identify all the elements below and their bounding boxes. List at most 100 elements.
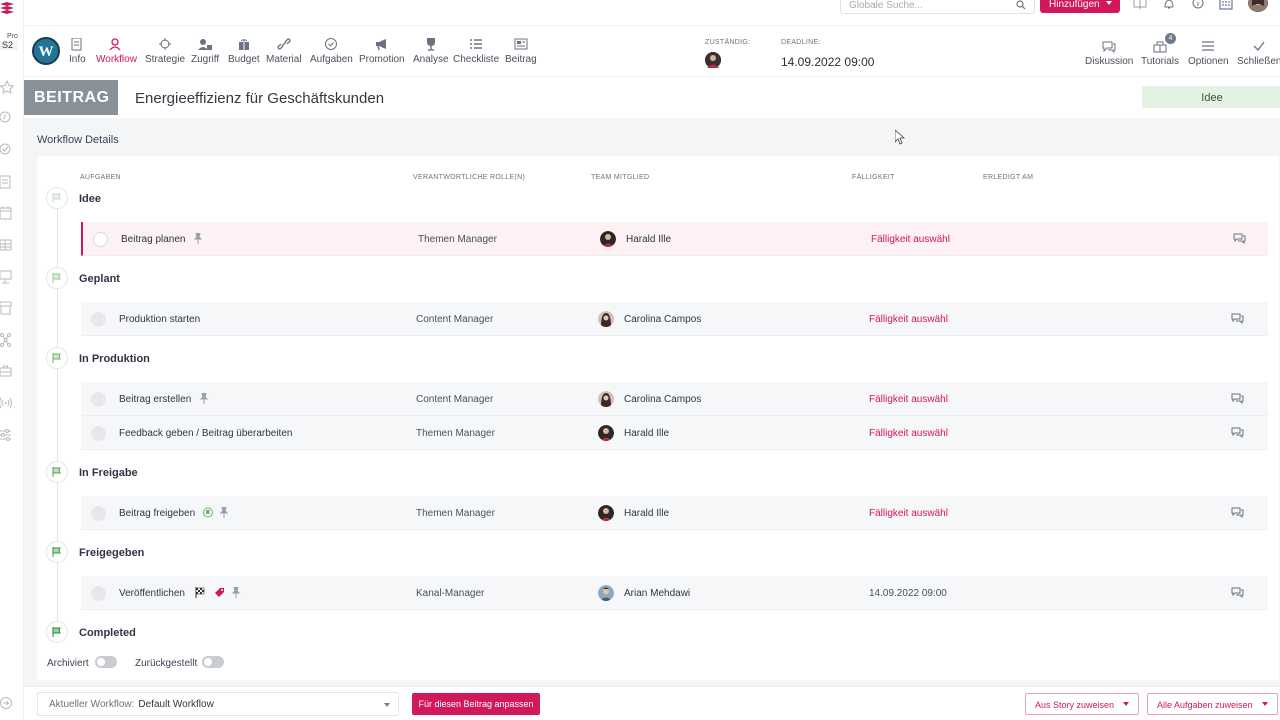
check-circle-icon[interactable] [0,142,14,156]
table-row[interactable]: Beitrag erstellen Content Manager Caroli… [81,382,1268,416]
table-icon[interactable] [0,238,14,252]
member-avatar[interactable] [600,231,616,247]
task-due-picker[interactable]: Fälligkeit auswähl [869,508,948,519]
tab-info-label: Info [69,54,86,65]
task-checkbox[interactable] [91,506,106,521]
page-title[interactable]: Energieeffizienz für Geschäftskunden [135,90,385,107]
network-icon[interactable] [0,333,14,347]
archived-toggle[interactable] [95,656,117,668]
building-icon[interactable] [1219,0,1233,10]
tab-material-label: Material [266,54,302,65]
assign-all-tasks-button[interactable]: Alle Aufgaben zuweisen [1147,693,1278,715]
book-icon[interactable] [1133,0,1147,10]
tab-aufgaben-label: Aufgaben [310,54,353,65]
task-due-picker[interactable]: Fälligkeit auswähl [869,394,948,405]
info-icon[interactable] [1191,0,1205,10]
tab-info[interactable]: Info [69,38,86,65]
sliders-icon[interactable] [0,428,14,442]
pin-icon[interactable] [193,233,203,244]
deadline-value[interactable]: 14.09.2022 09:00 [781,55,875,69]
pin-icon[interactable] [219,507,229,518]
task-checkbox[interactable] [91,426,106,441]
document-icon[interactable] [0,175,14,189]
flag-icon [52,547,61,557]
tab-budget[interactable]: Budget [228,38,260,65]
table-row[interactable]: Feedback geben / Beitrag überarbeiten Th… [81,416,1268,450]
table-row[interactable]: Veröffentlichen Kanal-Manager Arian Mehd… [81,576,1268,610]
member-avatar[interactable] [598,505,614,521]
task-due-picker[interactable]: Fälligkeit auswähl [869,428,948,439]
archived-label: Archiviert [47,658,89,669]
tab-aufgaben[interactable]: Aufgaben [310,38,353,65]
table-row[interactable]: Beitrag planen Themen Manager Harald Ill… [81,222,1268,256]
star-icon[interactable] [0,80,14,94]
status-badge[interactable]: Idee [1142,86,1280,108]
task-due-picker[interactable]: Fälligkeit auswähl [871,234,950,245]
tutorials-button[interactable]: Tutorials [1141,40,1179,67]
expand-rail-icon[interactable] [0,696,14,710]
tab-strategie[interactable]: Strategie [145,38,185,65]
search-icon[interactable] [1016,0,1026,10]
deferred-label: Zurückgestellt [135,658,198,669]
tab-zugriff[interactable]: Zugriff [191,38,219,65]
users-icon [109,38,121,51]
member-avatar[interactable] [598,311,614,327]
assign-from-story-button[interactable]: Aus Story zuweisen [1025,693,1139,715]
task-checkbox[interactable] [91,312,106,327]
archive-icon[interactable] [0,301,14,315]
member-avatar[interactable] [598,391,614,407]
options-button[interactable]: Optionen [1188,40,1229,67]
task-due-date[interactable]: 14.09.2022 09:00 [869,588,947,599]
task-role: Themen Manager [416,428,495,439]
tab-analyse-label: Analyse [413,54,449,65]
tab-budget-label: Budget [228,54,260,65]
user-avatar[interactable] [1248,0,1268,12]
task-checkbox[interactable] [91,392,106,407]
comments-icon[interactable] [1233,233,1246,244]
approval-flag-icon[interactable] [203,507,213,518]
customize-workflow-button[interactable]: Für diesen Beitrag anpassen [412,693,540,715]
tab-analyse[interactable]: Analyse [413,38,449,65]
tag-icon[interactable] [215,587,225,598]
pin-icon[interactable] [231,587,241,598]
comments-icon[interactable] [1231,427,1244,438]
chevron-down-icon [1123,702,1129,706]
global-search-input[interactable]: Globale Suche... [840,0,1035,14]
member-avatar[interactable] [598,425,614,441]
wordpress-logo-icon: W [32,37,60,65]
broadcast-icon[interactable] [0,396,14,410]
tab-strategie-label: Strategie [145,54,186,65]
bell-icon[interactable] [1162,0,1176,10]
workflow-select[interactable]: Aktueller Workflow: Default Workflow [37,692,399,716]
task-due-picker[interactable]: Fälligkeit auswähl [869,314,948,325]
table-row[interactable]: Beitrag freigeben Themen Manager Harald … [81,496,1268,530]
table-row[interactable]: Produktion starten Content Manager Carol… [81,302,1268,336]
clock-icon[interactable] [0,110,14,124]
brand-logo-icon[interactable] [0,2,14,14]
deferred-toggle[interactable] [202,656,224,668]
calendar-icon[interactable] [0,206,14,220]
assignee-avatar[interactable] [705,52,721,68]
task-checkbox[interactable] [91,586,106,601]
comments-icon[interactable] [1231,313,1244,324]
org-code: S2 [0,41,18,50]
comments-icon[interactable] [1231,507,1244,518]
org-switcher[interactable]: Pro S2 [0,32,18,50]
comments-icon[interactable] [1231,587,1244,598]
add-button[interactable]: Hinzufügen [1040,0,1120,13]
tab-checkliste[interactable]: Checkliste [453,38,499,65]
briefcase-icon[interactable] [0,364,14,378]
tab-workflow[interactable]: Workflow [96,38,137,65]
tab-workflow-label: Workflow [96,54,137,65]
close-button[interactable]: Schließen [1237,40,1280,67]
member-avatar[interactable] [598,585,614,601]
tab-material[interactable]: Material [266,38,302,65]
discussion-button[interactable]: Diskussion [1085,40,1133,67]
pin-icon[interactable] [199,393,209,404]
tab-beitrag[interactable]: Beitrag [505,38,537,65]
comments-icon[interactable] [1231,393,1244,404]
finish-flag-icon[interactable] [195,587,205,598]
task-checkbox[interactable] [93,232,108,247]
presentation-icon[interactable] [0,270,14,284]
tab-promotion[interactable]: Promotion [359,38,405,65]
